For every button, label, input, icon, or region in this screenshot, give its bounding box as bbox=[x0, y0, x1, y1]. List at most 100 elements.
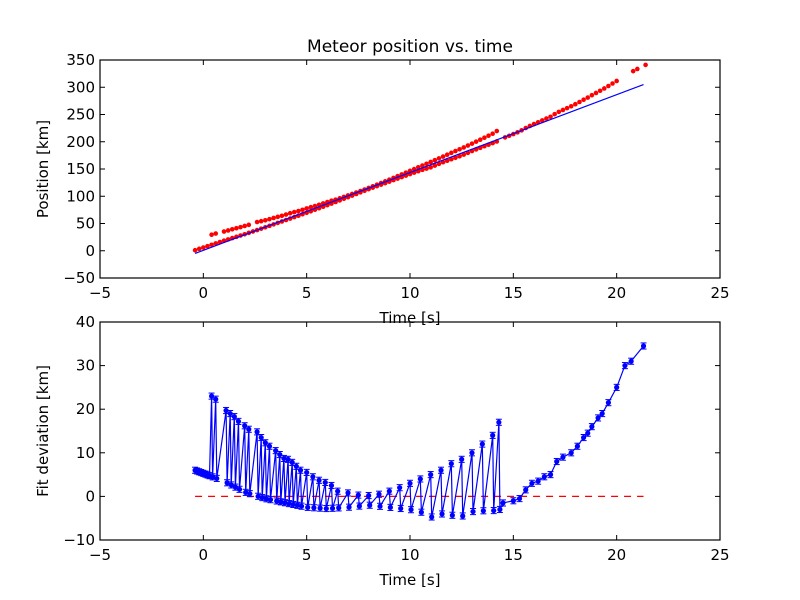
deviation-point bbox=[322, 479, 328, 486]
deviation-point bbox=[278, 499, 284, 505]
deviation-point bbox=[439, 511, 445, 517]
observation-point bbox=[465, 143, 471, 148]
x-tick-label: 0 bbox=[199, 284, 209, 302]
deviation-point bbox=[286, 500, 292, 507]
observation-point bbox=[436, 156, 442, 161]
deviation-point bbox=[236, 486, 243, 492]
deviation-point bbox=[581, 434, 587, 441]
deviation-point bbox=[408, 507, 414, 513]
observation-point bbox=[568, 103, 574, 109]
y-tick-label: 50 bbox=[76, 215, 95, 233]
y-tick-label: 20 bbox=[76, 400, 95, 418]
observation-point bbox=[577, 99, 582, 105]
deviation-point bbox=[274, 498, 280, 504]
deviation-point bbox=[242, 423, 248, 429]
observation-point bbox=[635, 66, 640, 72]
observation-point bbox=[461, 145, 467, 150]
deviation-point bbox=[418, 509, 424, 515]
observation-point bbox=[221, 229, 227, 234]
deviation-point bbox=[310, 474, 316, 480]
deviation-point bbox=[367, 502, 373, 508]
observation-point bbox=[234, 225, 239, 231]
deviation-point bbox=[529, 480, 535, 486]
deviation-point bbox=[377, 503, 383, 509]
deviation-point bbox=[235, 418, 242, 425]
deviation-point bbox=[366, 492, 372, 499]
observation-point bbox=[469, 141, 475, 146]
deviation-point bbox=[294, 502, 300, 508]
observation-point bbox=[312, 203, 318, 209]
observation-point bbox=[457, 153, 462, 159]
deviation-point bbox=[387, 504, 393, 511]
observation-point bbox=[597, 88, 603, 94]
deviation-point bbox=[491, 507, 497, 514]
deviation-point bbox=[298, 503, 305, 509]
deviation-point bbox=[479, 441, 485, 447]
deviation-point bbox=[449, 512, 455, 518]
deviation-point bbox=[595, 415, 601, 421]
deviation-point bbox=[622, 363, 628, 369]
deviation-point bbox=[246, 426, 252, 432]
observation-point bbox=[308, 204, 314, 210]
deviation-point bbox=[448, 461, 454, 467]
deviation-point bbox=[614, 384, 620, 390]
observation-point bbox=[593, 90, 599, 96]
observation-point bbox=[548, 114, 553, 120]
y-tick-label: 10 bbox=[76, 444, 95, 462]
deviation-point bbox=[328, 482, 335, 489]
x-tick-label: 10 bbox=[400, 546, 419, 564]
deviation-point bbox=[355, 492, 361, 498]
x-tick-label: 15 bbox=[504, 546, 523, 564]
deviation-point bbox=[266, 443, 273, 449]
observation-point bbox=[444, 152, 450, 158]
y-tick-label: 30 bbox=[76, 357, 95, 375]
deviation-point bbox=[554, 458, 560, 465]
observation-point bbox=[229, 227, 235, 232]
observation-point bbox=[573, 101, 578, 107]
observation-point bbox=[291, 209, 297, 215]
x-tick-label: −5 bbox=[89, 284, 111, 302]
observation-point bbox=[196, 246, 202, 252]
deviation-point bbox=[516, 495, 523, 502]
deviation-point bbox=[262, 440, 268, 446]
deviation-point bbox=[289, 459, 295, 465]
deviation-point bbox=[346, 504, 352, 510]
y-axis-label-top: Position [km] bbox=[34, 120, 52, 218]
observation-point bbox=[428, 165, 433, 170]
deviation-point bbox=[560, 454, 566, 460]
deviation-point bbox=[417, 476, 423, 482]
deviation-point bbox=[589, 424, 595, 430]
x-tick-label: 25 bbox=[710, 546, 729, 564]
deviation-point bbox=[605, 400, 612, 406]
deviation-point bbox=[227, 410, 233, 417]
x-tick-label: 10 bbox=[400, 284, 419, 302]
deviation-point bbox=[213, 396, 219, 402]
y-tick-label: 150 bbox=[66, 160, 95, 178]
deviation-point bbox=[293, 463, 299, 469]
observation-point bbox=[585, 95, 591, 100]
observation-point bbox=[304, 206, 309, 211]
x-tick-label: −5 bbox=[89, 546, 111, 564]
deviation-point bbox=[304, 469, 310, 476]
observation-point bbox=[449, 150, 454, 156]
x-tick-label: 5 bbox=[302, 546, 312, 564]
deviation-point bbox=[247, 491, 253, 497]
deviation-point bbox=[497, 506, 503, 513]
deviation-point bbox=[329, 505, 336, 511]
observation-point bbox=[424, 161, 429, 167]
deviation-point bbox=[568, 450, 574, 456]
observation-point bbox=[606, 83, 611, 89]
deviation-point bbox=[496, 419, 502, 425]
observation-point bbox=[440, 154, 446, 159]
observation-point bbox=[300, 207, 305, 213]
observation-point bbox=[192, 247, 198, 253]
deviation-point bbox=[640, 343, 647, 349]
deviation-point bbox=[523, 487, 529, 493]
observation-point bbox=[225, 228, 231, 233]
y-axis-label-bottom: Fit deviation [km] bbox=[34, 365, 52, 497]
deviation-point bbox=[311, 505, 317, 511]
y-tick-label: 0 bbox=[85, 487, 95, 505]
deviation-point bbox=[599, 410, 605, 417]
observation-point bbox=[267, 216, 272, 222]
observation-point bbox=[205, 243, 210, 249]
